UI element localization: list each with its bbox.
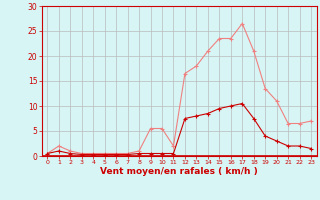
X-axis label: Vent moyen/en rafales ( km/h ): Vent moyen/en rafales ( km/h )	[100, 167, 258, 176]
